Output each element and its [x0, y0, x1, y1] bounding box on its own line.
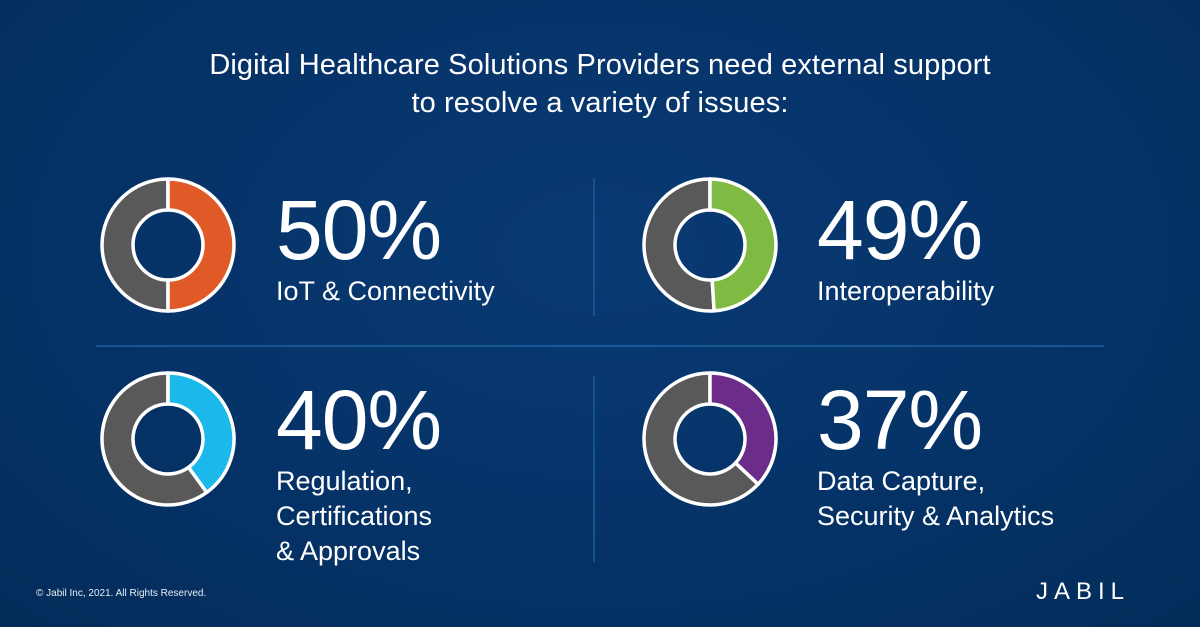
vertical-divider-bottom	[593, 376, 595, 562]
stat-data-capture: 37% Data Capture, Security & Analytics	[817, 378, 1054, 534]
stat-percent: 40%	[276, 373, 442, 467]
stat-label-line: Regulation,	[276, 466, 413, 496]
stat-label: IoT & Connectivity	[276, 274, 495, 309]
stat-iot: 50% IoT & Connectivity	[276, 188, 495, 309]
horizontal-divider	[96, 345, 1104, 347]
donut-chart-interoperability	[642, 177, 778, 313]
vertical-divider-top	[593, 178, 595, 316]
donut-chart-data-capture	[642, 371, 778, 507]
copyright-text: © Jabil Inc, 2021. All Rights Reserved.	[36, 588, 207, 599]
stat-label: Interoperability	[817, 274, 994, 309]
stat-label-line: Data Capture,	[817, 466, 986, 496]
donut-chart-regulation	[100, 371, 236, 507]
stat-label-line: Security & Analytics	[817, 501, 1055, 531]
page-title: Digital Healthcare Solutions Providers n…	[0, 46, 1200, 122]
logo-text: JABIL	[1036, 578, 1130, 602]
stat-percent: 37%	[817, 373, 983, 467]
stat-percent: 50%	[276, 183, 442, 277]
title-line-1: Digital Healthcare Solutions Providers n…	[209, 49, 991, 81]
stat-interoperability: 49% Interoperability	[817, 188, 994, 309]
stat-label-line: Certifications	[276, 501, 433, 531]
stat-label: Data Capture, Security & Analytics	[817, 464, 1054, 534]
donut-chart-iot	[100, 177, 236, 313]
stat-label-line: & Approvals	[276, 536, 421, 566]
stat-label-line: Interoperability	[817, 276, 995, 306]
stat-label-line: IoT & Connectivity	[276, 276, 495, 306]
stat-regulation: 40% Regulation, Certifications & Approva…	[276, 373, 442, 569]
stat-percent: 49%	[817, 183, 983, 277]
stat-label: Regulation, Certifications & Approvals	[276, 464, 441, 569]
jabil-logo: JABIL	[1036, 578, 1130, 602]
title-line-2: to resolve a variety of issues:	[411, 87, 789, 119]
